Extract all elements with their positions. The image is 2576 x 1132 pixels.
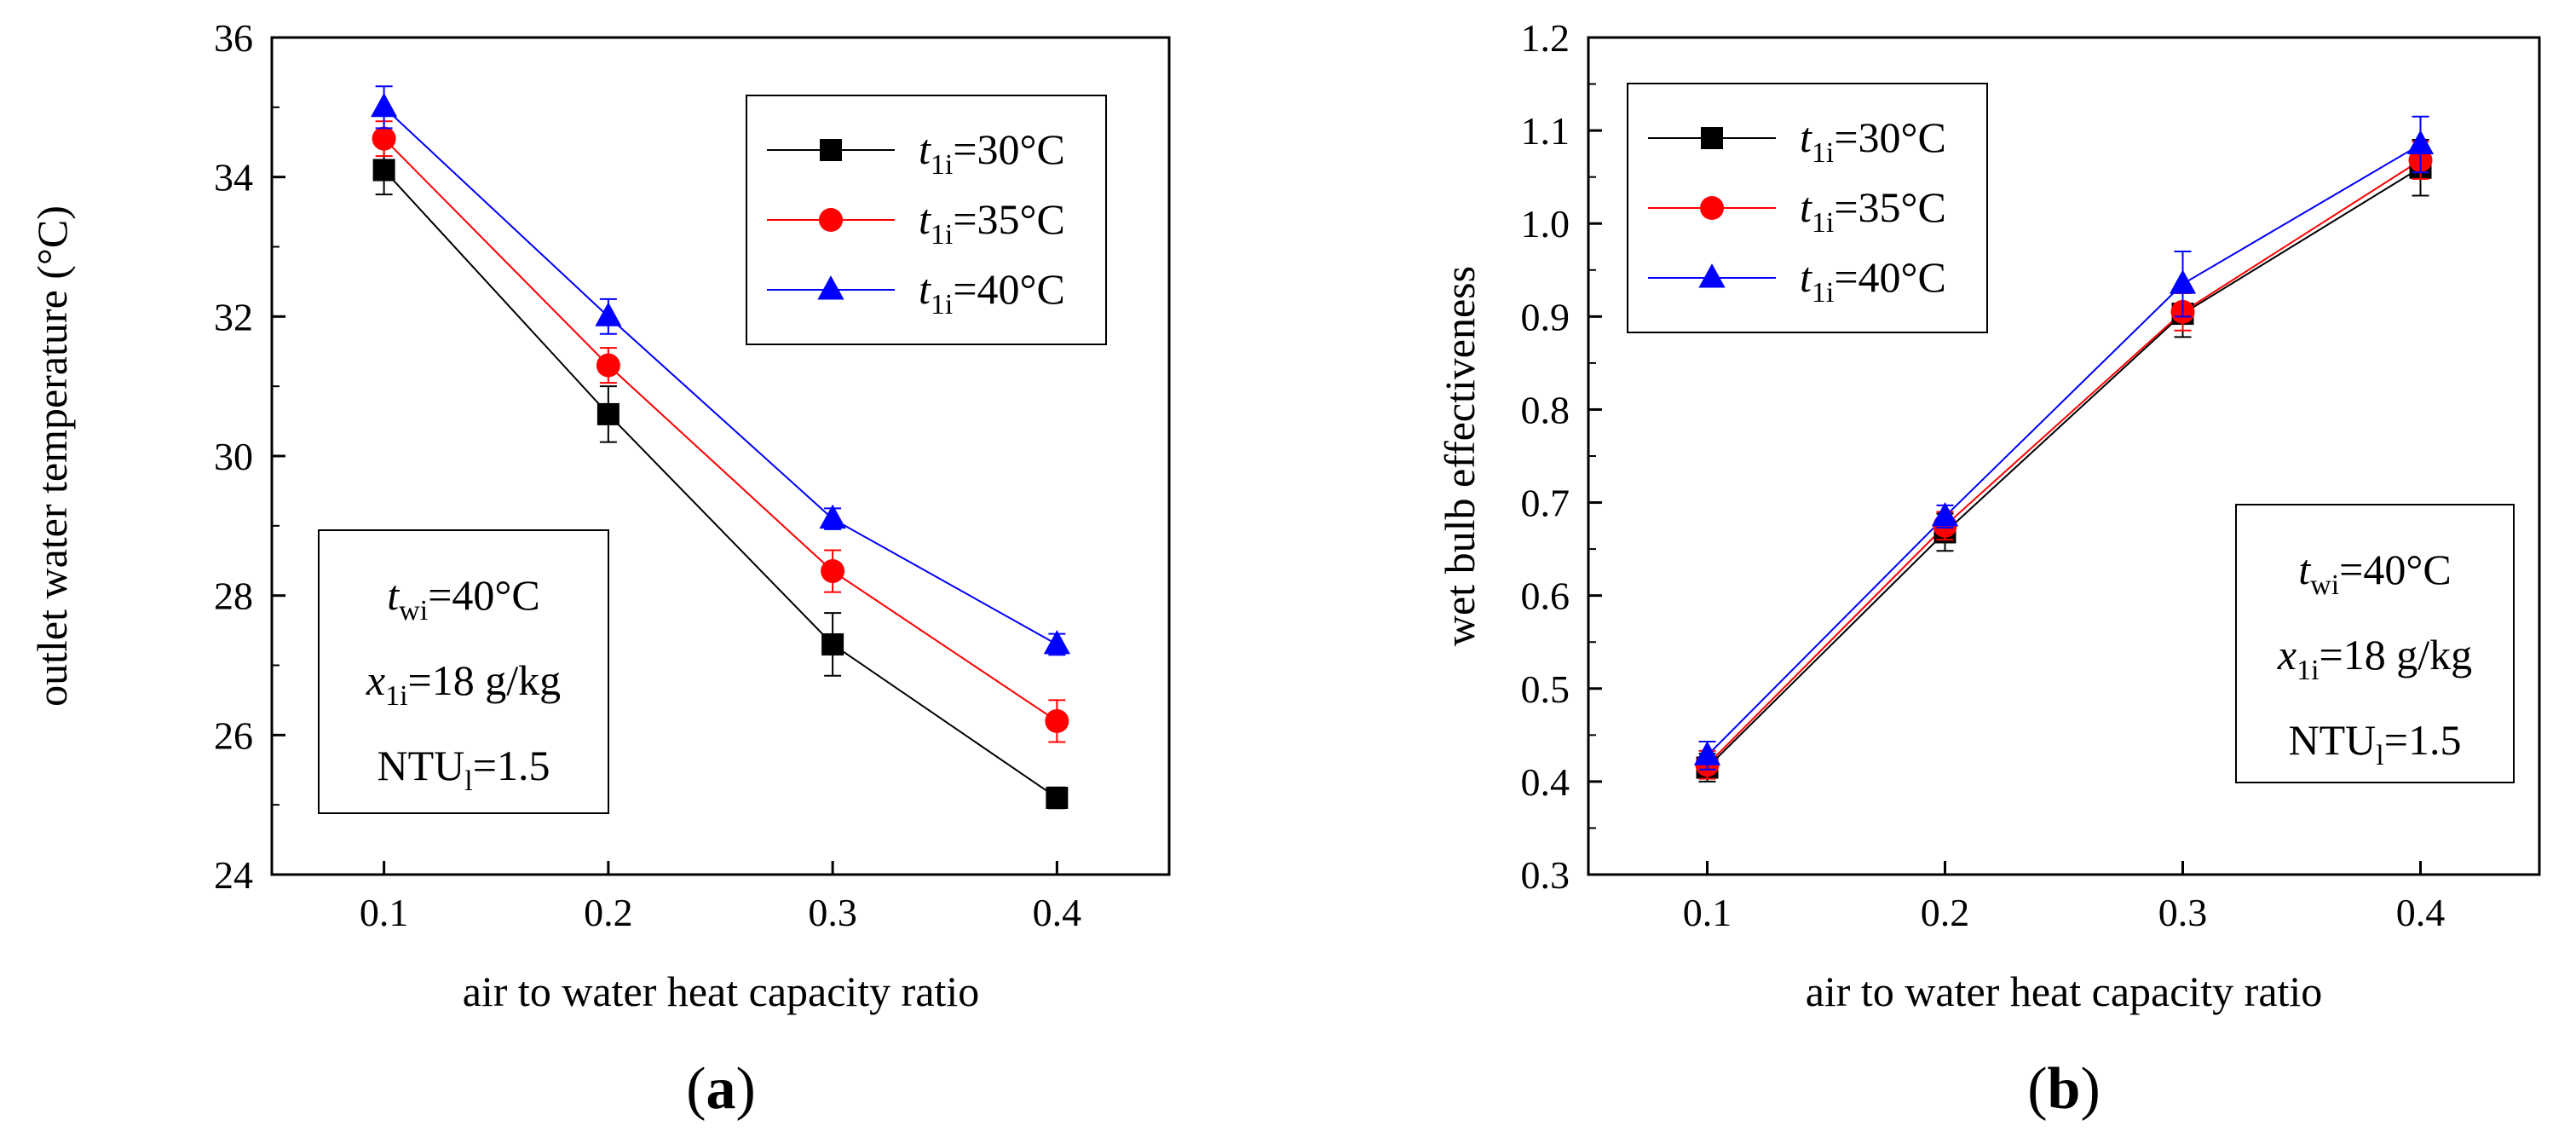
marker-a-2-3 <box>1043 630 1070 655</box>
marker-a-1-2 <box>821 559 845 584</box>
x-axis-label-b: air to water heat capacity ratio <box>1806 967 2323 1015</box>
legend-label-b-2: t1i=40°C <box>1800 253 1946 309</box>
series-line-b-2 <box>1706 143 2422 757</box>
y-tick-label-a-1: 26 <box>214 713 253 757</box>
annotation-a-line1: twi=40°C <box>387 571 539 627</box>
y-tick-label-a-0: 24 <box>214 853 253 897</box>
y-tick-label-b-7: 1.0 <box>1521 202 1570 245</box>
y-tick-label-a-3: 30 <box>214 435 253 478</box>
legend-marker-a-0 <box>820 139 842 161</box>
y-tick-label-b-9: 1.2 <box>1521 16 1570 60</box>
annotation-box-b <box>2235 504 2515 783</box>
legend-marker-a-2 <box>817 275 844 300</box>
series-line-a-2 <box>383 107 1057 645</box>
x-tick-label-b-1: 0.2 <box>1921 891 1970 934</box>
marker-b-2-0 <box>1693 741 1721 765</box>
legend-label-b-0: t1i=30°C <box>1800 113 1946 169</box>
annotation-b-line2: x1i=18 g/kg <box>2277 631 2472 686</box>
x-tick-label-a-0: 0.1 <box>360 891 409 934</box>
legend-b: t1i=30°C t1i=35°C t1i=40°C <box>1627 83 1988 333</box>
y-tick-label-b-3: 0.6 <box>1521 575 1570 618</box>
annotation-b-line3: NTUl=1.5 <box>2289 716 2462 771</box>
marker-a-2-1 <box>595 302 622 326</box>
marker-a-1-0 <box>372 126 396 151</box>
annotation-a: twi=40°C x1i=18 g/kg NTUl=1.5 <box>318 529 609 814</box>
x-tick-label-b-3: 0.4 <box>2396 891 2446 934</box>
y-tick-label-a-5: 34 <box>214 156 253 199</box>
panel-label-a: (a) <box>686 1056 756 1122</box>
y-tick-label-b-5: 0.8 <box>1521 388 1570 431</box>
y-tick-label-a-2: 28 <box>214 575 253 618</box>
y-axis-label-a: outlet water temperature (°C) <box>28 205 76 707</box>
annotation-b-line1: twi=40°C <box>2298 546 2451 601</box>
marker-a-2-0 <box>371 92 398 118</box>
marker-b-2-2 <box>2169 269 2197 294</box>
y-axis-label-b: wet bulb effectiveness <box>1436 266 1484 646</box>
panel-label-b: (b) <box>2027 1056 2101 1122</box>
marker-a-0-2 <box>821 632 844 656</box>
y-tick-label-a-6: 36 <box>214 16 253 60</box>
y-tick-label-b-2: 0.5 <box>1521 667 1570 711</box>
y-tick-label-b-6: 0.9 <box>1521 295 1570 338</box>
marker-a-0-1 <box>596 402 620 425</box>
marker-b-2-3 <box>2406 130 2435 154</box>
annotation-b: twi=40°C x1i=18 g/kg NTUl=1.5 <box>2235 504 2515 783</box>
y-tick-label-b-4: 0.7 <box>1521 482 1570 525</box>
legend-label-b-1: t1i=35°C <box>1800 183 1946 239</box>
marker-a-2-2 <box>819 504 846 529</box>
series-line-a-0 <box>383 169 1057 799</box>
annotation-box-a <box>318 529 609 814</box>
marker-b-2-1 <box>1931 501 1959 527</box>
marker-a-1-3 <box>1045 708 1069 733</box>
series-line-b-0 <box>1706 166 2422 769</box>
legend-label-a-2: t1i=40°C <box>919 265 1065 321</box>
series-line-b-1 <box>1706 159 2422 765</box>
panel-b-chart: 0.1 0.2 0.3 0.4 0.3 0.4 0.5 0.6 0.7 0.8 0.9 1.0 1.1 1… <box>1436 16 2541 1122</box>
legend-marker-a-1 <box>819 208 843 232</box>
annotation-a-line2: x1i=18 g/kg <box>366 656 561 712</box>
legend-marker-b-0 <box>1701 127 1723 149</box>
annotation-a-line3: NTUl=1.5 <box>377 742 550 797</box>
x-tick-label-a-2: 0.3 <box>808 891 857 934</box>
x-tick-label-b-0: 0.1 <box>1683 891 1732 934</box>
marker-a-0-3 <box>1046 786 1069 809</box>
marker-a-1-1 <box>596 353 620 378</box>
y-tick-label-b-8: 1.1 <box>1521 109 1570 153</box>
x-axis-label-a: air to water heat capacity ratio <box>463 967 980 1015</box>
legend-label-a-1: t1i=35°C <box>919 195 1065 251</box>
legend-marker-b-2 <box>1698 263 1726 288</box>
y-tick-label-b-0: 0.3 <box>1521 853 1570 897</box>
y-tick-label-b-1: 0.4 <box>1521 760 1570 804</box>
marker-a-0-0 <box>372 159 395 182</box>
x-tick-label-a-3: 0.4 <box>1033 891 1082 934</box>
x-tick-label-b-2: 0.3 <box>2158 891 2208 934</box>
panel-a-chart: 0.1 0.2 0.3 0.4 24 26 28 30 32 34 36 air to water … <box>28 16 1171 1122</box>
legend-marker-b-1 <box>1700 196 1724 220</box>
x-tick-label-a-1: 0.2 <box>584 891 633 934</box>
legend-a: t1i=30°C t1i=35°C t1i=40°C <box>746 95 1107 345</box>
series-line-a-1 <box>383 137 1057 722</box>
legend-label-a-0: t1i=30°C <box>919 125 1065 181</box>
y-tick-label-a-4: 32 <box>214 295 253 338</box>
